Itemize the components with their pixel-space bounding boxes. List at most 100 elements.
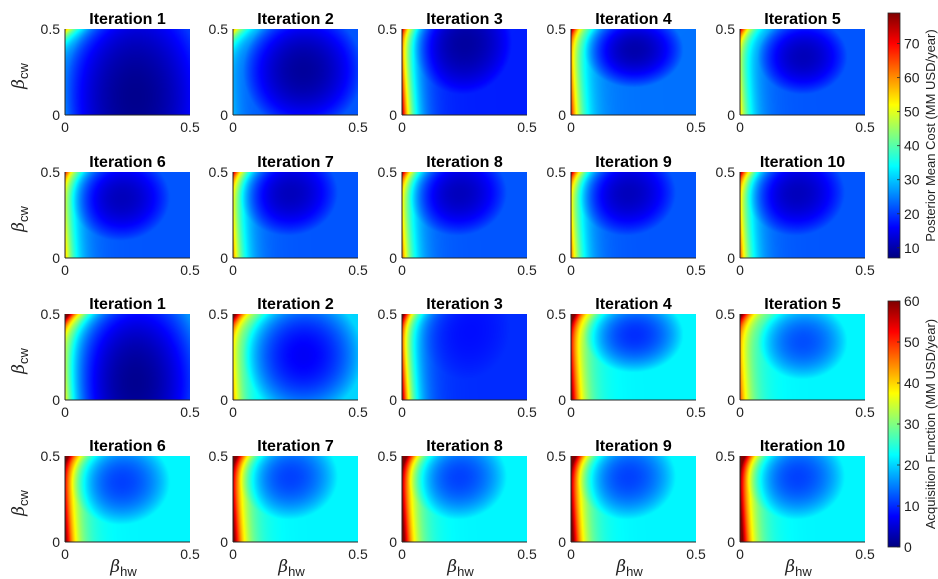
colorbar-tick-label: 0 bbox=[904, 539, 912, 555]
panel-title: Iteration 4 bbox=[595, 11, 672, 28]
y-tick-label: 0 bbox=[558, 250, 566, 266]
x-tick-label: 0 bbox=[61, 546, 69, 562]
heatmap-surface bbox=[740, 29, 865, 115]
heatmap-panel: Iteration 5 0 0.5 0 0.5 bbox=[716, 11, 875, 135]
x-tick-label: 0.5 bbox=[348, 119, 368, 135]
panel-title: Iteration 1 bbox=[89, 11, 166, 28]
x-axis-label: βhw bbox=[615, 557, 643, 579]
x-tick-label: 0 bbox=[398, 119, 406, 135]
heatmap-panel: Iteration 6 0 0.5 0 0.5 βcw bbox=[9, 154, 200, 278]
heatmap-surface bbox=[571, 456, 696, 542]
x-tick-label: 0 bbox=[61, 262, 69, 278]
y-tick-label: 0.5 bbox=[547, 306, 567, 322]
y-axis-label: βcw bbox=[9, 348, 31, 375]
heatmap-surface bbox=[740, 314, 865, 400]
heatmap-panel: Iteration 3 0 0.5 0 0.5 bbox=[378, 11, 537, 135]
y-tick-label: 0.5 bbox=[209, 306, 229, 322]
y-tick-label: 0 bbox=[220, 534, 228, 550]
x-tick-label: 0.5 bbox=[855, 546, 875, 562]
y-tick-label: 0.5 bbox=[716, 448, 736, 464]
y-tick-label: 0.5 bbox=[41, 21, 61, 37]
x-tick-label: 0.5 bbox=[686, 119, 706, 135]
colorbar-tick-label: 40 bbox=[904, 138, 920, 154]
y-tick-label: 0 bbox=[727, 250, 735, 266]
y-tick-label: 0 bbox=[727, 534, 735, 550]
heatmap-panel: Iteration 7 0 0.5 0 0.5 βhw bbox=[209, 438, 368, 579]
colorbar-tick-label: 30 bbox=[904, 172, 920, 188]
heatmap-panel: Iteration 8 0 0.5 0 0.5 βhw bbox=[378, 438, 537, 579]
colorbar-tick-label: 70 bbox=[904, 36, 920, 52]
x-axis-label: βhw bbox=[109, 557, 137, 579]
colorbar-tick-label: 40 bbox=[904, 375, 920, 391]
panel-title: Iteration 5 bbox=[764, 11, 841, 28]
heatmap-panel: Iteration 2 0 0.5 0 0.5 bbox=[209, 296, 368, 420]
heatmap-surface bbox=[402, 314, 527, 400]
x-axis-label: βhw bbox=[784, 557, 812, 579]
colorbar-tick-label: 50 bbox=[904, 334, 920, 350]
x-tick-label: 0 bbox=[736, 546, 744, 562]
x-axis-label: βhw bbox=[446, 557, 474, 579]
heatmap-panel: Iteration 8 0 0.5 0 0.5 bbox=[378, 154, 537, 278]
x-tick-label: 0 bbox=[736, 404, 744, 420]
heatmap-surface bbox=[571, 172, 696, 258]
y-axis-label: βcw bbox=[9, 63, 31, 90]
y-tick-label: 0.5 bbox=[716, 21, 736, 37]
heatmap-surface bbox=[402, 29, 527, 115]
heatmap-surface bbox=[233, 172, 358, 258]
colorbar: 10 20 30 40 50 60 70 Posterior Mean Cost (MM US… bbox=[887, 12, 938, 259]
panel-title: Iteration 6 bbox=[89, 154, 166, 171]
y-axis-label: βcw bbox=[9, 490, 31, 517]
y-tick-label: 0.5 bbox=[41, 164, 61, 180]
x-tick-label: 0 bbox=[229, 404, 237, 420]
y-tick-label: 0.5 bbox=[716, 306, 736, 322]
y-tick-label: 0 bbox=[727, 392, 735, 408]
x-tick-label: 0.5 bbox=[180, 546, 200, 562]
x-tick-label: 0 bbox=[398, 546, 406, 562]
heatmap-panel: Iteration 6 0 0.5 0 0.5 βcw βhw bbox=[9, 438, 200, 579]
heatmap-surface bbox=[402, 172, 527, 258]
heatmap-panel: Iteration 1 0 0.5 0 0.5 βcw bbox=[9, 11, 200, 135]
x-axis-label: βhw bbox=[277, 557, 305, 579]
x-tick-label: 0.5 bbox=[686, 262, 706, 278]
heatmap-surface bbox=[65, 29, 190, 115]
colorbar-tick-label: 10 bbox=[904, 498, 920, 514]
y-tick-label: 0 bbox=[52, 392, 60, 408]
y-tick-label: 0.5 bbox=[378, 21, 398, 37]
x-tick-label: 0 bbox=[398, 262, 406, 278]
x-tick-label: 0 bbox=[567, 404, 575, 420]
x-tick-label: 0 bbox=[736, 262, 744, 278]
heatmap-panel: Iteration 5 0 0.5 0 0.5 bbox=[716, 296, 875, 420]
x-tick-label: 0.5 bbox=[348, 262, 368, 278]
y-tick-label: 0 bbox=[52, 107, 60, 123]
y-tick-label: 0.5 bbox=[41, 448, 61, 464]
x-tick-label: 0.5 bbox=[180, 119, 200, 135]
heatmap-panel: Iteration 4 0 0.5 0 0.5 bbox=[547, 11, 706, 135]
panel-title: Iteration 7 bbox=[257, 438, 334, 455]
y-tick-label: 0.5 bbox=[378, 448, 398, 464]
y-tick-label: 0 bbox=[52, 534, 60, 550]
panel-title: Iteration 3 bbox=[426, 11, 503, 28]
x-tick-label: 0.5 bbox=[855, 262, 875, 278]
panel-title: Iteration 4 bbox=[595, 296, 672, 313]
heatmap-surface bbox=[65, 314, 190, 400]
x-tick-label: 0.5 bbox=[180, 262, 200, 278]
y-tick-label: 0 bbox=[389, 534, 397, 550]
x-tick-label: 0.5 bbox=[686, 546, 706, 562]
panel-title: Iteration 2 bbox=[257, 11, 334, 28]
colorbar-tick-label: 60 bbox=[904, 70, 920, 86]
colorbar-tick-label: 50 bbox=[904, 104, 920, 120]
panel-title: Iteration 9 bbox=[595, 438, 672, 455]
x-tick-label: 0.5 bbox=[348, 546, 368, 562]
y-tick-label: 0 bbox=[558, 392, 566, 408]
panel-title: Iteration 8 bbox=[426, 154, 503, 171]
heatmap-panel: Iteration 9 0 0.5 0 0.5 bbox=[547, 154, 706, 278]
y-tick-label: 0 bbox=[220, 392, 228, 408]
heatmap-grid: Iteration 1 0 0.5 0 0.5 βcw Iteration 2 0 0.5 0 0.… bbox=[9, 11, 875, 579]
heatmap-surface bbox=[233, 456, 358, 542]
colorbar-label: Acquisition Function (MM USD/year) bbox=[923, 319, 938, 529]
heatmap-panel: Iteration 10 0 0.5 0 0.5 bbox=[716, 154, 875, 278]
y-tick-label: 0 bbox=[220, 107, 228, 123]
x-tick-label: 0 bbox=[567, 262, 575, 278]
heatmap-panel: Iteration 3 0 0.5 0 0.5 bbox=[378, 296, 537, 420]
